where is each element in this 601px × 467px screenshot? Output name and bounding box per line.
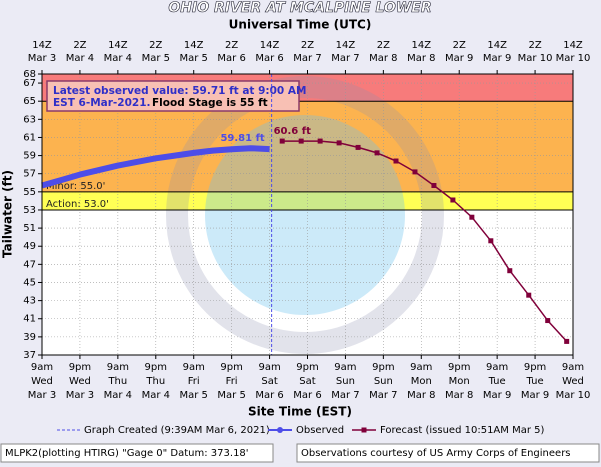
x-tick-label: 9am Fri Mar 5 [180,362,208,401]
y-tick-label: 53 [23,205,36,216]
forecast-point [450,197,456,203]
x-tick-label: 9pm Fri Mar 5 [217,362,245,401]
y-tick-label: 41 [23,314,36,325]
x2-tick-label: 2Z Mar 4 [66,40,94,64]
forecast-point [298,138,304,144]
watermark-inner [205,115,405,315]
info-line: EST 6-Mar-2021. [53,97,151,109]
y-tick-label: 47 [23,259,36,270]
footer-left: MLPK2(plotting HTIRG) "Gage 0" Datum: 37… [5,448,249,459]
x-tick-label: 9pm Thu Mar 4 [142,362,170,401]
legend-forecast-label: Forecast (issued 10:51AM Mar 5) [380,425,544,436]
y-tick-label: 43 [23,296,36,307]
x-tick-label: 9pm Tue Mar 9 [521,362,549,401]
forecast-line [282,140,568,342]
x-tick-label: 9am Mon Mar 8 [407,362,435,401]
watermark [166,76,444,354]
info-flood-stage: Flood Stage is 55 ft [152,97,268,109]
forecast-point [469,214,475,220]
x2-tick-label: 2Z Mar 7 [293,40,321,64]
x2-tick-label: 2Z Mar 8 [369,40,397,64]
x2-tick-label: 2Z Mar 6 [217,40,245,64]
footer-right-box [296,443,600,463]
footer-left-box [0,443,274,463]
x-tick-label: 9pm Wed Mar 3 [66,362,94,401]
forecast-point [393,158,399,164]
y-tick-label: 68 [23,69,36,80]
legend-observed-label: Observed [296,425,344,436]
x2-tick-label: 14Z Mar 3 [28,40,56,64]
plot-border [41,73,574,356]
forecast-point [355,144,361,150]
x2-tick-label: 2Z Mar 10 [518,40,553,64]
y-tick-label: 67 [23,78,36,89]
forecast-point [545,318,551,324]
forecast-point [374,150,380,156]
legend-created-label: Graph Created (9:39AM Mar 6, 2021) [84,425,270,436]
forecast-point [279,138,285,144]
forecast-point [317,138,323,144]
x-tick-label: 9am Sat Mar 6 [255,362,283,401]
info-box [46,80,300,112]
x-tick-label: 9am Tue Mar 9 [483,362,511,401]
x-tick-label: 9pm Sun Mar 7 [369,362,397,401]
forecast-point [526,292,532,298]
x2-tick-label: 14Z Mar 7 [331,40,359,64]
legend: Graph Created (9:39AM Mar 6, 2021) Obser… [57,425,544,436]
forecast-point [488,238,494,244]
y-axis-title: Tailwater (ft) [1,170,15,258]
top-axis-title: Universal Time (UTC) [229,18,372,32]
y-tick-label: 61 [23,132,36,143]
x2-tick-label: 14Z Mar 9 [483,40,511,64]
y-tick-label: 55 [23,187,36,198]
y-tick-label: 45 [23,277,36,288]
footer-right: Observations courtesy of US Army Corps o… [301,448,571,459]
y-tick-label: 49 [23,241,36,252]
y-tick-label: 51 [23,223,36,234]
y-tick-label: 37 [23,350,36,361]
threshold-label: Minor: 55.0' [46,181,105,192]
x2-tick-label: 14Z Mar 8 [407,40,435,64]
x-tick-label: 9am Thu Mar 4 [104,362,132,401]
x-tick-label: 9am Wed Mar 3 [28,362,56,401]
info-line: Latest observed value: 59.71 ft at 9:00 … [53,85,306,97]
x2-tick-label: 14Z Mar 5 [180,40,208,64]
x2-tick-label: 14Z Mar 10 [556,40,591,64]
y-tick-label: 59 [23,151,36,162]
x2-tick-label: 2Z Mar 9 [445,40,473,64]
forecast-point [507,268,513,274]
y-tick-label: 39 [23,332,36,343]
chart-title: OHIO RIVER AT MCALPINE LOWER [168,0,431,16]
forecast-point [336,140,342,146]
forecast-point [412,169,418,175]
observed-line [41,145,270,189]
threshold-label: Action: 53.0' [46,199,109,210]
y-tick-label: 65 [23,96,36,107]
legend-observed-marker [277,427,283,433]
x2-tick-label: 2Z Mar 5 [142,40,170,64]
x-axis-title: Site Time (EST) [248,405,352,419]
legend-forecast-marker [361,427,367,433]
forecast-point [564,338,570,344]
x2-tick-label: 14Z Mar 6 [255,40,283,64]
forecast-point [431,182,437,188]
peak-label: 60.6 ft [274,126,312,137]
peak-label: 59.81 ft [220,133,264,144]
x-tick-label: 9pm Mon Mar 8 [445,362,473,401]
x-tick-label: 9am Sun Mar 7 [331,362,359,401]
x2-tick-label: 14Z Mar 4 [104,40,132,64]
x-tick-label: 9am Wed Mar 10 [556,362,591,401]
y-tick-label: 57 [23,169,36,180]
y-tick-label: 63 [23,114,36,125]
x-tick-label: 9pm Sat Mar 6 [293,362,321,401]
